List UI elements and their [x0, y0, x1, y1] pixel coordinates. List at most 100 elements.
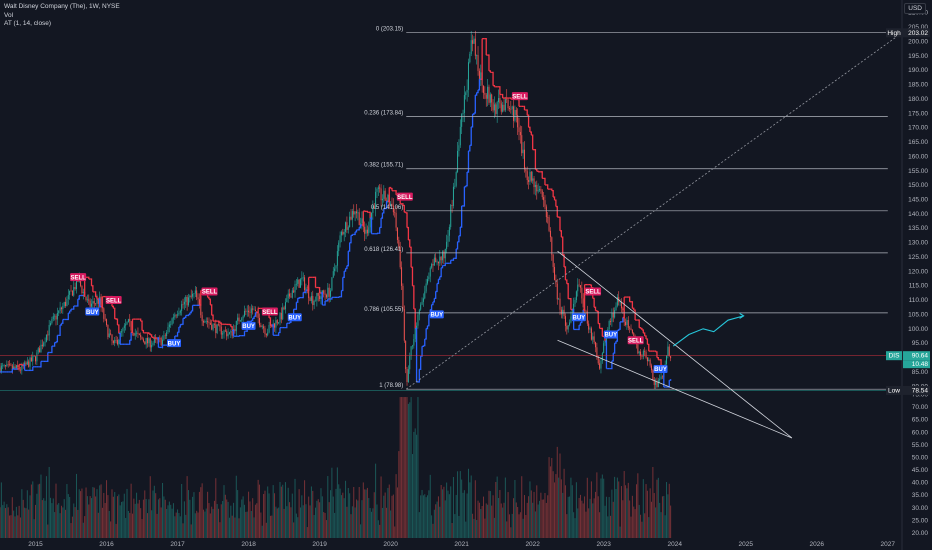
candle-body	[630, 328, 632, 330]
candle-body	[47, 334, 49, 336]
candle-body	[212, 324, 214, 330]
at-line-segment	[188, 312, 191, 316]
volume-bar	[548, 457, 550, 538]
candle-body	[323, 290, 325, 294]
volume-bar	[536, 485, 538, 538]
volume-bar	[18, 505, 20, 538]
volume-bar	[523, 495, 525, 538]
volume-bar	[294, 478, 296, 538]
volume-bar	[563, 468, 565, 538]
volume-bar	[138, 499, 140, 538]
signal-label: BUY	[242, 324, 255, 330]
candle-body	[499, 98, 501, 104]
volume-bar	[47, 524, 49, 538]
candle-body	[330, 290, 332, 297]
candle-body	[633, 333, 635, 337]
at-indicator-label[interactable]: AT (1, 14, close)	[4, 20, 52, 27]
candle-body	[295, 283, 297, 285]
volume-bar	[417, 397, 419, 538]
at-line-segment	[87, 276, 90, 280]
candle-body	[569, 322, 571, 326]
volume-bar	[126, 488, 128, 538]
volume-bar	[347, 488, 349, 538]
time-tick-label: 2015	[28, 541, 43, 548]
buy-signal-tag	[241, 321, 256, 330]
candle-body	[294, 284, 296, 293]
candle-body	[187, 297, 189, 306]
candle-body	[114, 339, 116, 343]
volume-bar	[283, 508, 285, 538]
candle-body	[91, 303, 93, 307]
volume-bar	[590, 481, 592, 538]
volume-bar	[567, 496, 569, 538]
at-line-segment	[546, 184, 549, 190]
candle-body	[450, 205, 452, 228]
candle-body	[614, 310, 616, 318]
candle-body	[263, 326, 265, 329]
candle-body	[40, 344, 42, 353]
candle-body	[153, 338, 155, 343]
symbol-title[interactable]: Walt Disney Company (The), 1W, NYSE	[4, 3, 120, 10]
volume-bar	[136, 492, 138, 538]
volume-bar	[634, 509, 636, 538]
candle-body	[125, 324, 127, 326]
candle-body	[245, 310, 247, 312]
candle-body	[284, 302, 286, 310]
volume-bar	[267, 486, 269, 538]
at-line-segment	[647, 343, 650, 352]
fib-level-label: 0.236 (173.84)	[364, 111, 403, 117]
price-tick-label: 175.00	[908, 110, 928, 117]
volume-bar	[668, 483, 670, 538]
volume-bar	[450, 486, 452, 538]
volume-bar	[648, 517, 650, 538]
high-price-tag-name: High	[887, 30, 901, 37]
volume-bar	[234, 517, 236, 538]
at-line-segment	[342, 271, 345, 278]
volume-bar	[58, 503, 60, 538]
volume-bar	[511, 513, 513, 538]
volume-bar	[360, 524, 362, 538]
volume-bar	[640, 514, 642, 538]
volume-bar	[396, 487, 398, 538]
candle-body	[462, 112, 464, 115]
volume-bar	[52, 498, 54, 538]
volume-bar	[498, 497, 500, 538]
low-price-tag-name-box	[886, 385, 902, 395]
candle-body	[37, 348, 39, 353]
volume-bar	[309, 505, 311, 538]
volume-bar	[358, 487, 360, 538]
volume-bar	[41, 500, 43, 538]
candle-body	[483, 85, 485, 93]
at-line-segment	[187, 314, 190, 317]
volume-bar	[193, 492, 195, 538]
volume-bar	[65, 509, 67, 538]
candle-body	[95, 303, 97, 305]
volume-bar	[254, 504, 256, 538]
at-line-segment	[337, 296, 340, 299]
volume-bar	[3, 501, 5, 538]
at-line-segment	[359, 225, 362, 228]
volume-bar	[257, 479, 259, 538]
volume-bar	[379, 524, 381, 538]
candle-body	[433, 257, 435, 266]
volume-bar	[250, 511, 252, 538]
currency-button[interactable]: USD	[904, 3, 926, 14]
volume-indicator-label[interactable]: Vol	[4, 11, 14, 19]
volume-bar	[407, 403, 409, 538]
candle-body	[552, 254, 554, 267]
volume-bar	[95, 496, 97, 538]
volume-bar	[223, 485, 225, 538]
volume-bar	[642, 479, 644, 538]
candle-body	[171, 318, 173, 325]
fibonacci-layer: 0 (203.15) 0.236 (173.84) 0.382 (155.71) 0.…	[364, 26, 888, 390]
at-line-segment	[249, 320, 252, 323]
candle-body	[306, 287, 308, 289]
at-line-segment	[210, 304, 213, 316]
volume-bar	[530, 490, 532, 538]
volume-bar	[484, 518, 486, 538]
candle-body	[80, 279, 82, 286]
volume-bar	[141, 519, 143, 538]
candle-body	[43, 342, 45, 347]
at-line-segment	[58, 324, 61, 336]
